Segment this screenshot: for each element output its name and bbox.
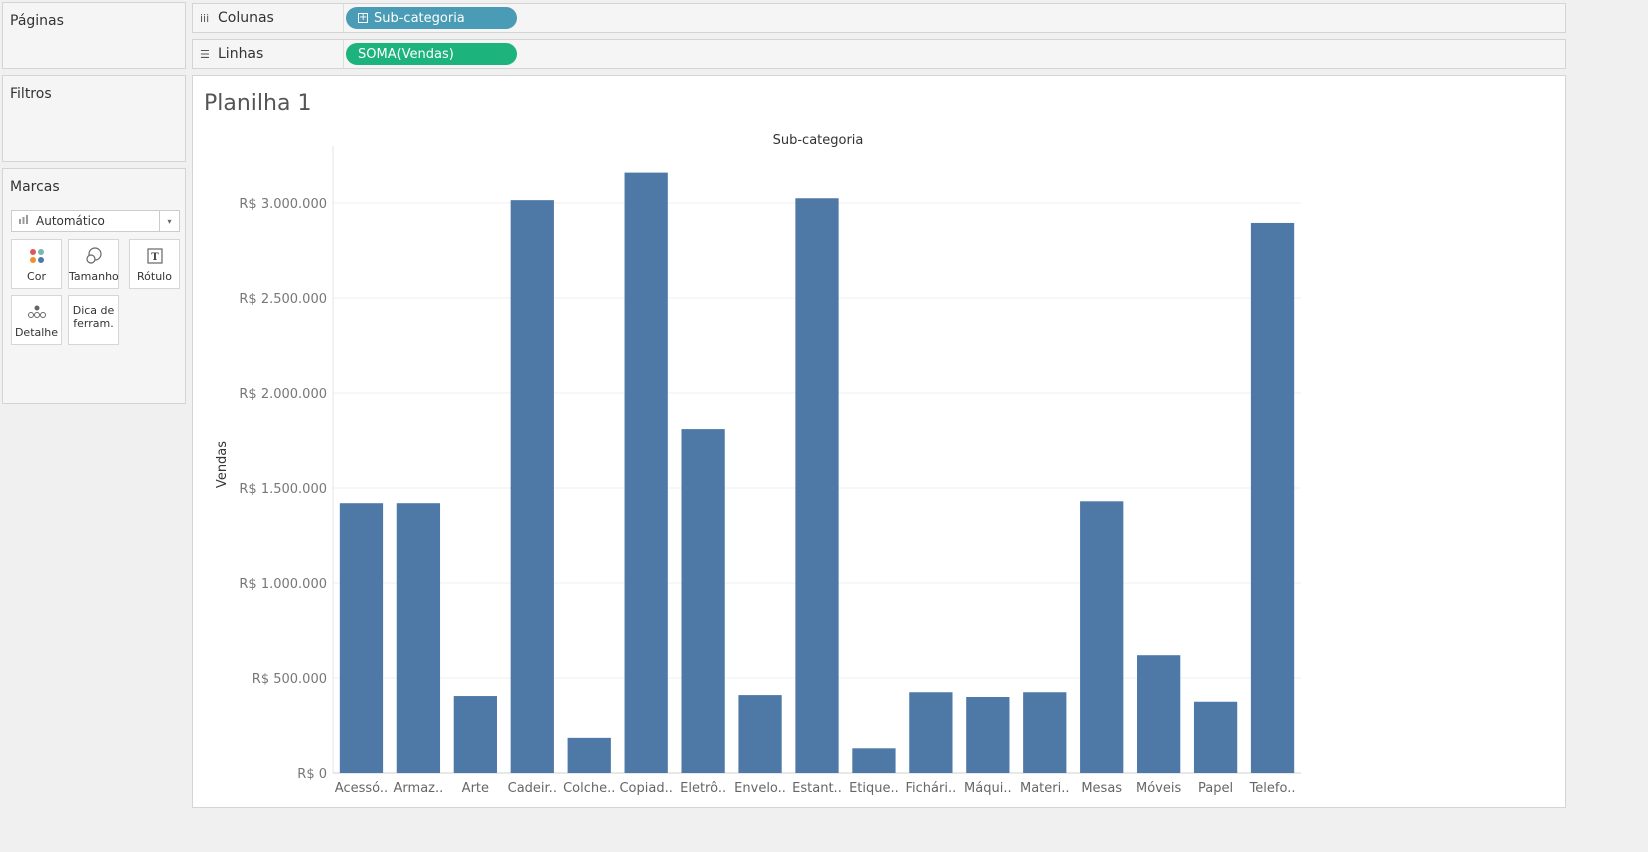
tooltip-label: Dica de ferram.	[69, 304, 118, 330]
bar	[396, 503, 441, 773]
filters-title: Filtros	[10, 86, 52, 102]
sum-sales-pill-label: SOMA(Vendas)	[358, 46, 454, 62]
tooltip-label-line2: ferram.	[73, 317, 114, 330]
tooltip-label-line1: Dica de	[72, 304, 115, 317]
columns-icon: iii	[200, 11, 210, 25]
x-category-label: Copiad..	[619, 781, 672, 796]
x-category-label: Telefo..	[1249, 781, 1296, 796]
bar	[1137, 655, 1181, 773]
expand-plus-icon[interactable]: +	[358, 12, 368, 23]
sheet-title: Planilha 1	[204, 91, 312, 116]
bar	[567, 737, 611, 773]
y-tick-label: R$ 3.000.000	[239, 197, 327, 212]
y-tick-label: R$ 2.000.000	[239, 387, 327, 402]
filters-panel[interactable]: Filtros	[2, 75, 186, 162]
bar	[1080, 501, 1124, 773]
x-category-label: Acessó..	[335, 781, 388, 796]
x-category-label: Estant..	[792, 781, 842, 796]
rows-shelf[interactable]: ☰ Linhas SOMA(Vendas)	[192, 39, 1566, 69]
x-category-label: Colche..	[563, 781, 615, 796]
y-axis-title: Vendas	[215, 441, 230, 488]
rows-shelf-label: ☰ Linhas	[200, 40, 344, 68]
x-category-label: Fichári..	[906, 781, 957, 796]
size-circles-icon	[69, 247, 118, 265]
sum-sales-pill[interactable]: SOMA(Vendas)	[346, 43, 517, 65]
bar	[1250, 222, 1295, 773]
bar	[966, 697, 1010, 773]
mark-type-label: Automático	[36, 214, 105, 228]
x-category-label: Armaz..	[394, 781, 444, 796]
bar	[1023, 692, 1067, 773]
x-category-label: Cadeir..	[508, 781, 557, 796]
sub-category-pill[interactable]: + Sub-categoria	[346, 7, 517, 29]
x-category-label: Eletrô..	[680, 781, 726, 796]
bar	[453, 696, 497, 773]
mark-type-dropdown[interactable]: Automático ▾	[11, 210, 180, 232]
marks-title: Marcas	[10, 179, 60, 195]
bar	[339, 503, 384, 773]
pages-title: Páginas	[10, 13, 64, 29]
size-label: Tamanho	[69, 270, 119, 283]
columns-label-text: Colunas	[218, 10, 274, 26]
bar	[624, 172, 668, 774]
size-button[interactable]: Tamanho	[68, 239, 119, 289]
chevron-down-icon[interactable]: ▾	[159, 211, 179, 231]
x-category-label: Máqui..	[964, 781, 1012, 796]
bar	[1193, 701, 1238, 773]
detail-button[interactable]: Detalhe	[11, 295, 62, 345]
rows-label-text: Linhas	[218, 46, 264, 62]
bar	[852, 748, 896, 773]
color-label: Cor	[27, 270, 46, 283]
worksheet-view: Planilha 1 R$ 0 R$ 500.000 R$ 1.000.000 R$ …	[192, 75, 1566, 808]
y-tick-label: R$ 500.000	[252, 672, 327, 687]
color-button[interactable]: Cor	[11, 239, 62, 289]
tooltip-button[interactable]: Dica de ferram.	[68, 295, 119, 345]
columns-shelf-label: iii Colunas	[200, 4, 344, 32]
bar-chart-icon	[12, 215, 36, 227]
chart-title: Sub-categoria	[773, 133, 864, 148]
columns-shelf[interactable]: iii Colunas + Sub-categoria	[192, 3, 1566, 33]
x-category-label: Envelo..	[734, 781, 786, 796]
bar-chart: R$ 0 R$ 500.000 R$ 1.000.000 R$ 1.500.000 R$…	[215, 133, 1301, 796]
pages-panel[interactable]: Páginas	[2, 2, 186, 69]
marks-panel: Marcas Automático ▾ Cor Tamanho T Rótulo…	[2, 168, 186, 404]
sub-category-pill-label: Sub-categoria	[374, 10, 465, 26]
y-tick-label: R$ 1.000.000	[239, 577, 327, 592]
label-label: Rótulo	[137, 270, 172, 283]
x-category-label: Móveis	[1136, 781, 1181, 796]
bar	[510, 200, 554, 773]
label-button[interactable]: T Rótulo	[129, 239, 180, 289]
bar	[909, 692, 953, 773]
x-category-label: Etique..	[849, 781, 899, 796]
svg-text:T: T	[151, 252, 159, 263]
x-category-label: Materi..	[1020, 781, 1069, 796]
y-tick-label: R$ 2.500.000	[239, 292, 327, 307]
detail-label: Detalhe	[14, 326, 59, 339]
bar	[681, 429, 725, 773]
y-tick-label: R$ 0	[297, 767, 327, 782]
y-tick-label: R$ 1.500.000	[239, 482, 327, 497]
x-category-label: Mesas	[1081, 781, 1122, 796]
bar	[738, 695, 782, 773]
x-category-label: Arte	[462, 781, 489, 796]
text-label-icon: T	[130, 247, 179, 265]
detail-dots-icon	[12, 303, 61, 321]
color-dots-icon	[12, 247, 61, 265]
x-category-label: Papel	[1198, 781, 1233, 796]
rows-icon: ☰	[200, 47, 210, 61]
bar	[795, 198, 839, 773]
